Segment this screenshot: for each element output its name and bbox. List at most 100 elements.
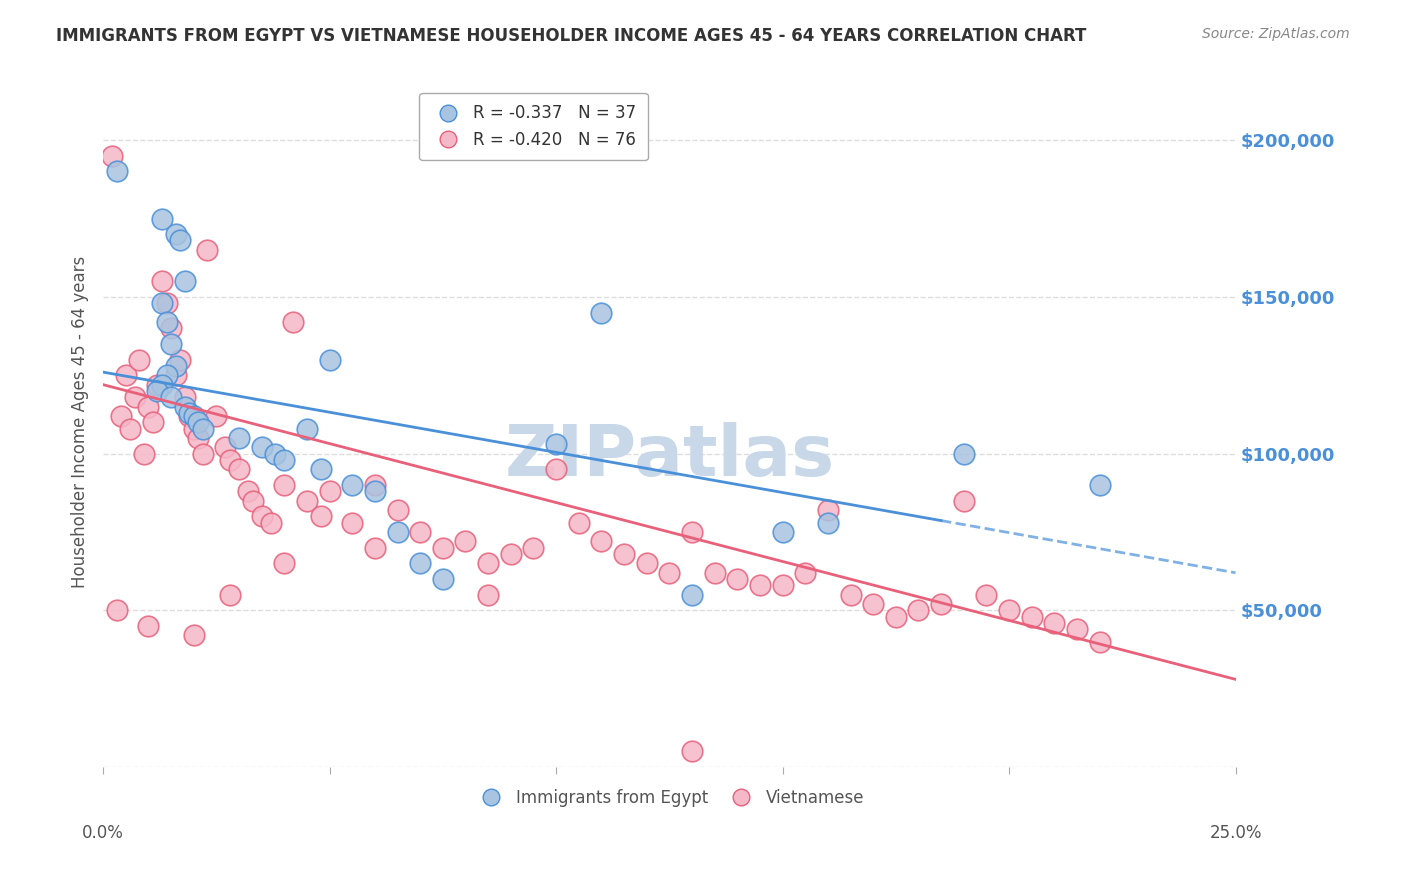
Point: [173, 400, 195, 414]
Point: [591, 305, 613, 319]
Text: 0.0%: 0.0%: [82, 823, 124, 841]
Point: [250, 509, 273, 524]
Point: [165, 359, 187, 373]
Text: 25.0%: 25.0%: [1209, 823, 1261, 841]
Point: [250, 441, 273, 455]
Point: [748, 578, 770, 592]
Point: [120, 421, 142, 435]
Text: Source: ZipAtlas.com: Source: ZipAtlas.com: [1202, 27, 1350, 41]
Point: [1088, 634, 1111, 648]
Point: [522, 541, 544, 555]
Point: [295, 421, 318, 435]
Point: [128, 352, 150, 367]
Point: [309, 462, 332, 476]
Point: [146, 377, 169, 392]
Point: [817, 516, 839, 530]
Point: [195, 243, 218, 257]
Point: [409, 524, 432, 539]
Text: IMMIGRANTS FROM EGYPT VS VIETNAMESE HOUSEHOLDER INCOME AGES 45 - 64 YEARS CORREL: IMMIGRANTS FROM EGYPT VS VIETNAMESE HOUS…: [56, 27, 1087, 45]
Point: [318, 484, 340, 499]
Point: [155, 315, 177, 329]
Point: [160, 321, 183, 335]
Point: [264, 447, 287, 461]
Point: [681, 524, 703, 539]
Point: [114, 368, 136, 383]
Point: [725, 572, 748, 586]
Point: [364, 484, 387, 499]
Point: [150, 211, 173, 226]
Point: [183, 409, 205, 423]
Point: [228, 462, 250, 476]
Point: [387, 524, 409, 539]
Point: [613, 547, 636, 561]
Point: [273, 453, 295, 467]
Point: [228, 431, 250, 445]
Point: [976, 588, 998, 602]
Point: [387, 503, 409, 517]
Point: [364, 478, 387, 492]
Point: [105, 603, 128, 617]
Point: [187, 415, 209, 429]
Point: [155, 296, 177, 310]
Point: [1043, 615, 1066, 630]
Point: [1066, 622, 1088, 636]
Point: [283, 315, 305, 329]
Point: [260, 516, 283, 530]
Point: [929, 597, 952, 611]
Point: [236, 484, 259, 499]
Point: [862, 597, 884, 611]
Point: [214, 441, 236, 455]
Point: [273, 557, 295, 571]
Point: [110, 409, 132, 423]
Point: [150, 274, 173, 288]
Point: [817, 503, 839, 517]
Text: ZIPatlas: ZIPatlas: [505, 422, 834, 491]
Point: [295, 493, 318, 508]
Point: [591, 534, 613, 549]
Point: [342, 478, 364, 492]
Point: [165, 368, 187, 383]
Point: [191, 447, 214, 461]
Legend: Immigrants from Egypt, Vietnamese: Immigrants from Egypt, Vietnamese: [467, 782, 872, 814]
Point: [342, 516, 364, 530]
Point: [179, 406, 201, 420]
Point: [636, 557, 658, 571]
Point: [907, 603, 929, 617]
Point: [477, 588, 499, 602]
Point: [454, 534, 477, 549]
Y-axis label: Householder Income Ages 45 - 64 years: Householder Income Ages 45 - 64 years: [72, 256, 89, 589]
Point: [101, 149, 124, 163]
Point: [183, 628, 205, 642]
Point: [884, 609, 907, 624]
Point: [146, 384, 169, 398]
Point: [318, 352, 340, 367]
Point: [187, 431, 209, 445]
Point: [309, 509, 332, 524]
Point: [364, 541, 387, 555]
Point: [160, 337, 183, 351]
Point: [150, 296, 173, 310]
Point: [409, 557, 432, 571]
Point: [772, 578, 794, 592]
Point: [794, 566, 817, 580]
Point: [160, 390, 183, 404]
Point: [658, 566, 681, 580]
Point: [242, 493, 264, 508]
Point: [138, 400, 160, 414]
Point: [155, 368, 177, 383]
Point: [772, 524, 794, 539]
Point: [138, 619, 160, 633]
Point: [150, 377, 173, 392]
Point: [546, 437, 568, 451]
Point: [1088, 478, 1111, 492]
Point: [703, 566, 725, 580]
Point: [681, 588, 703, 602]
Point: [546, 462, 568, 476]
Point: [477, 557, 499, 571]
Point: [952, 493, 974, 508]
Point: [219, 588, 242, 602]
Point: [219, 453, 242, 467]
Point: [183, 421, 205, 435]
Point: [273, 478, 295, 492]
Point: [179, 409, 201, 423]
